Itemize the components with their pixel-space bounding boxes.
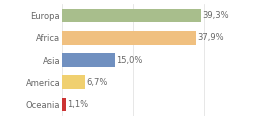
Bar <box>62 75 85 89</box>
Bar <box>62 31 196 45</box>
Text: 39,3%: 39,3% <box>203 11 229 20</box>
Text: 1,1%: 1,1% <box>67 100 88 109</box>
Bar <box>62 98 66 111</box>
Bar <box>62 53 115 67</box>
Text: 6,7%: 6,7% <box>87 78 108 87</box>
Text: 37,9%: 37,9% <box>198 33 224 42</box>
Text: 15,0%: 15,0% <box>116 55 143 65</box>
Bar <box>62 9 201 22</box>
